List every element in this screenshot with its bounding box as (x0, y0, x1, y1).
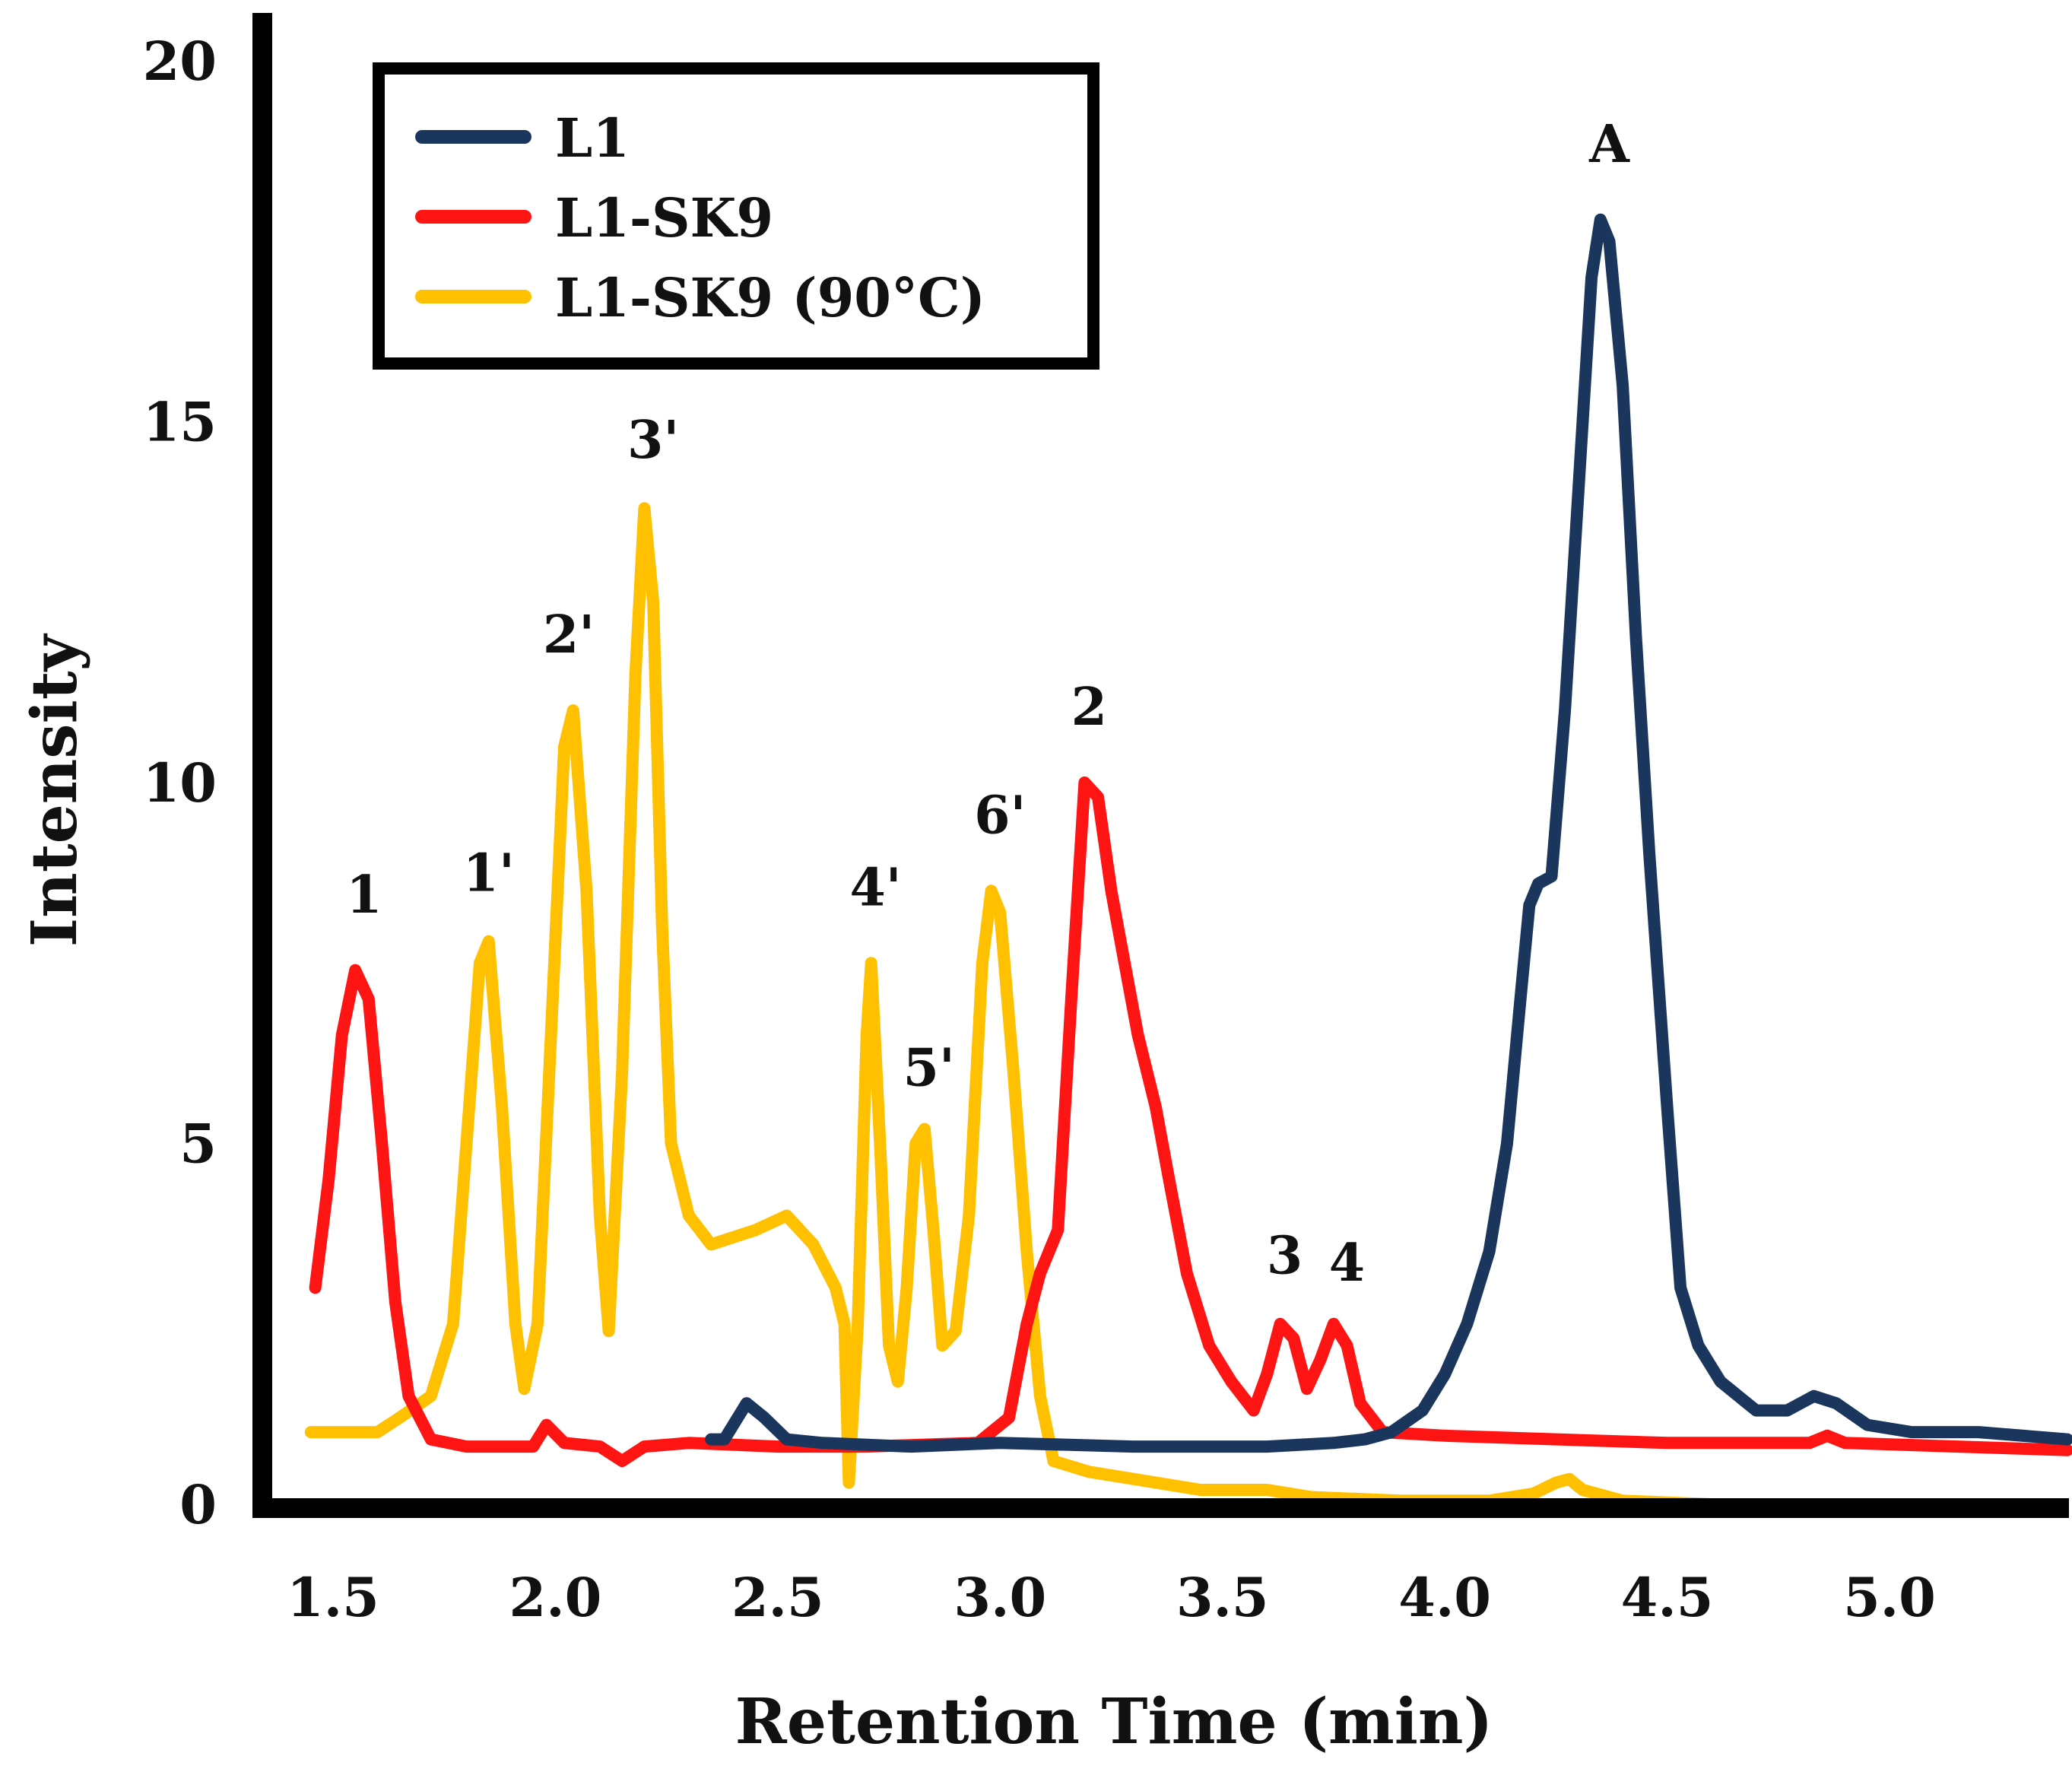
peak-label: A (1588, 114, 1630, 175)
y-tick-label: 0 (179, 1473, 217, 1536)
x-tick-label: 3.0 (954, 1566, 1046, 1629)
legend-label-l1-sk9: L1-SK9 (555, 186, 773, 249)
peak-label: 3 (1267, 1225, 1303, 1286)
y-tick-label: 5 (179, 1113, 217, 1176)
x-tick-label: 1.5 (287, 1566, 379, 1629)
axes-layer (252, 13, 2069, 1518)
peak-label: 4' (849, 857, 901, 918)
series-layer (304, 213, 2072, 1510)
peak-label: 6' (974, 785, 1026, 846)
legend-label-l1: L1 (555, 106, 630, 170)
x-axis-title: Retention Time (min) (735, 1685, 1493, 1758)
series-line-l1-sk9-90-c (304, 502, 1896, 1510)
legend-items: L1 L1-SK9 L1-SK9 (90°C) (415, 106, 985, 329)
tick-labels: 1.5 2.0 2.5 3.0 3.5 4.0 4.5 5.0 0 5 10 15 20 (143, 30, 1936, 1629)
legend: L1 L1-SK9 L1-SK9 (90°C) (373, 62, 1099, 370)
peak-label: 5' (903, 1038, 955, 1099)
peak-label: 1' (463, 843, 515, 903)
peak-labels: 1 2 3 4 1' 2' 3' 4' 5' 6' A (346, 114, 1630, 1294)
y-tick-label: 20 (143, 30, 217, 93)
series-line-l1 (705, 213, 2072, 1453)
x-tick-label: 4.5 (1621, 1566, 1714, 1629)
y-tick-label: 10 (143, 751, 217, 815)
x-tick-label: 5.0 (1843, 1566, 1936, 1629)
x-tick-label: 4.0 (1398, 1566, 1491, 1629)
peak-label: 2 (1071, 677, 1107, 738)
legend-label-l1-sk9-90-c: L1-SK9 (90°C) (555, 266, 985, 329)
x-tick-label: 3.5 (1176, 1566, 1269, 1629)
series-line-l1-sk9 (309, 776, 2072, 1468)
peak-label: 4 (1329, 1233, 1365, 1294)
y-axis-title: Intensity (18, 633, 91, 947)
y-tick-label: 15 (143, 391, 217, 454)
axis-frame (252, 13, 2069, 1518)
peak-label: 1 (346, 865, 382, 926)
peak-label: 2' (543, 605, 595, 665)
x-tick-label: 2.5 (731, 1566, 824, 1629)
x-tick-label: 2.0 (509, 1566, 602, 1629)
peak-label: 3' (627, 410, 679, 471)
